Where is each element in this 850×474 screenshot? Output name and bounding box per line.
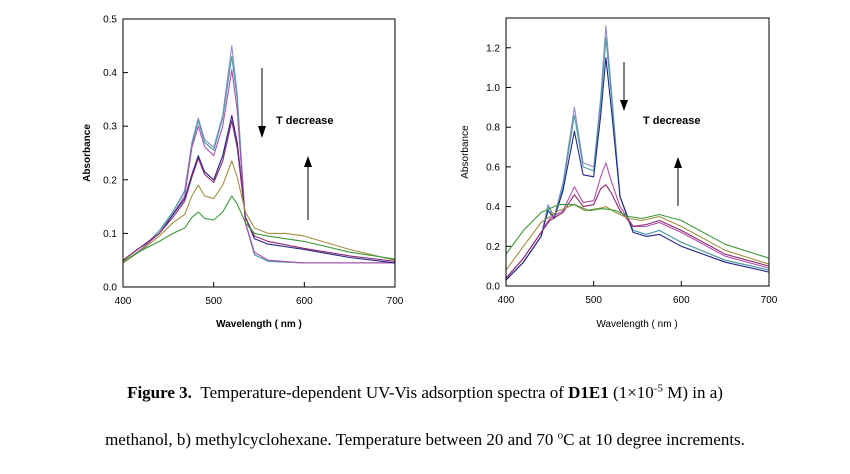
panel-b-down-arrowhead <box>620 100 628 111</box>
panel-b-annotation: T decrease <box>643 115 700 127</box>
panel-a-series-5 <box>122 120 396 262</box>
panel-a-ytick-label: 0.1 <box>103 229 117 240</box>
panel-a-ticks: 400 500 600 700 0.0 0.1 0.2 0.3 0.4 0.5 <box>103 15 404 308</box>
panel-b-series-4 <box>505 162 770 279</box>
caption-figure-number: Figure 3. <box>127 383 192 402</box>
caption-increments: C at 10 degree increments. <box>563 430 745 449</box>
panel-b-ticks: 400 500 600 700 0.0 0.2 0.4 0.6 0.8 1.0 1.2 <box>486 43 778 306</box>
panel-a-xtick-label: 400 <box>115 296 132 307</box>
panel-b-up-arrowhead <box>674 157 682 168</box>
panel-b: 400 500 600 700 0.0 0.2 0.4 0.6 0.8 1.0 1.2 Wavele… <box>460 17 778 330</box>
panel-b-series-6 <box>505 204 770 271</box>
caption-description: Temperature-dependent UV-Vis adsorption … <box>200 383 564 402</box>
panel-b-series-2 <box>505 37 770 281</box>
caption-concentration-open: (1×10 <box>613 383 654 402</box>
panel-a-series-4 <box>122 114 396 264</box>
panel-a-ytick-label: 0.4 <box>103 68 117 79</box>
panel-a: 400 500 600 700 0.0 0.1 0.2 0.3 0.4 0.5 Wavelengt… <box>82 15 404 331</box>
panel-a-ytick-label: 0.2 <box>103 175 117 186</box>
panel-b-series-7 <box>505 204 770 259</box>
panel-a-ytick-label: 0.3 <box>103 122 117 133</box>
caption-compound: D1E1 <box>568 383 609 402</box>
caption-degree: o <box>557 429 564 442</box>
caption-concentration-close: M) in a) <box>667 383 723 402</box>
panel-b-frame <box>505 17 770 287</box>
panel-b-ytick-label: 1.2 <box>486 43 500 54</box>
panel-b-ytick-label: 0.6 <box>486 162 500 173</box>
panel-b-series-1 <box>505 25 770 281</box>
panel-a-ytick-label: 0.0 <box>103 283 117 294</box>
caption-exponent: -5 <box>653 382 663 395</box>
caption-line-1: Figure 3. Temperature-dependent UV-Vis a… <box>0 383 850 403</box>
panel-a-series <box>122 45 396 264</box>
panel-a-series-6 <box>122 160 396 264</box>
panel-b-xlabel: Wavelength ( nm ) <box>596 319 677 330</box>
panel-b-ytick-label: 0.8 <box>486 123 500 134</box>
panel-b-series <box>505 25 770 281</box>
panel-a-xtick-label: 600 <box>296 296 313 307</box>
panel-b-ytick-label: 0.0 <box>486 282 500 293</box>
panel-b-ytick-label: 1.0 <box>486 83 500 94</box>
panel-b-series-5 <box>505 184 770 279</box>
panel-a-series-7 <box>122 195 396 262</box>
panel-a-ytick-label: 0.5 <box>103 15 117 26</box>
caption-solvents: methanol, b) methylcyclohexane. Temperat… <box>105 430 554 449</box>
panel-b-xtick-label: 500 <box>585 295 602 306</box>
panel-a-frame <box>122 18 396 288</box>
panel-a-annotation: T decrease <box>276 115 333 127</box>
panel-a-xtick-label: 500 <box>205 296 222 307</box>
panel-b-xtick-label: 600 <box>673 295 690 306</box>
panel-b-ytick-label: 0.4 <box>486 202 500 213</box>
panel-b-ytick-label: 0.2 <box>486 242 500 253</box>
panel-b-xtick-label: 700 <box>761 295 778 306</box>
panel-a-xlabel: Wavelength ( nm ) <box>216 319 302 330</box>
panel-a-up-arrowhead <box>304 156 312 167</box>
panel-a-ylabel: Absorbance <box>82 124 93 182</box>
panel-a-down-arrowhead <box>258 126 266 138</box>
panel-b-xtick-label: 400 <box>498 295 515 306</box>
panel-b-ylabel: Absorbance <box>460 125 471 179</box>
panel-a-series-2 <box>122 55 395 264</box>
panel-a-xtick-label: 700 <box>387 296 404 307</box>
caption-line-2: methanol, b) methylcyclohexane. Temperat… <box>0 430 850 450</box>
panel-b-series-3 <box>505 57 770 281</box>
